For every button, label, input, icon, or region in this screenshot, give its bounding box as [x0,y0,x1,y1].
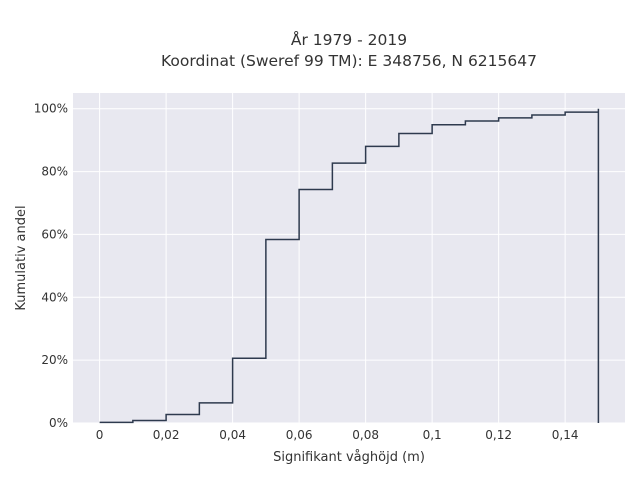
x-axis-title: Signifikant våghöjd (m) [273,450,425,465]
y-tick-labels: 0% 20% 40% 60% 80% 100% [34,102,68,430]
x-tick-label: 0,04 [219,428,246,442]
x-tick-label: 0,08 [352,428,379,442]
y-tick-label: 80% [41,165,68,179]
y-tick-label: 40% [41,290,68,304]
y-tick-label: 0% [49,416,68,430]
x-tick-label: 0,12 [485,428,512,442]
x-tick-label: 0 [96,428,104,442]
x-tick-label: 0,1 [423,428,442,442]
y-tick-label: 20% [41,353,68,367]
chart-title-line-1: År 1979 - 2019 [291,30,407,49]
x-tick-labels: 0 0,02 0,04 0,06 0,08 0,1 0,12 0,14 [96,428,579,442]
x-tick-label: 0,02 [153,428,180,442]
y-tick-label: 60% [41,227,68,241]
grid [73,93,625,424]
plot-area [73,93,625,423]
y-axis-title: Kumulativ andel [14,205,29,310]
cumulative-step-line [99,108,600,424]
chart-title-line-2: Koordinat (Sweref 99 TM): E 348756, N 62… [161,52,537,70]
series-group [99,108,600,424]
x-tick-label: 0,06 [286,428,313,442]
y-tick-label: 100% [34,102,68,116]
x-tick-label: 0,14 [552,428,579,442]
